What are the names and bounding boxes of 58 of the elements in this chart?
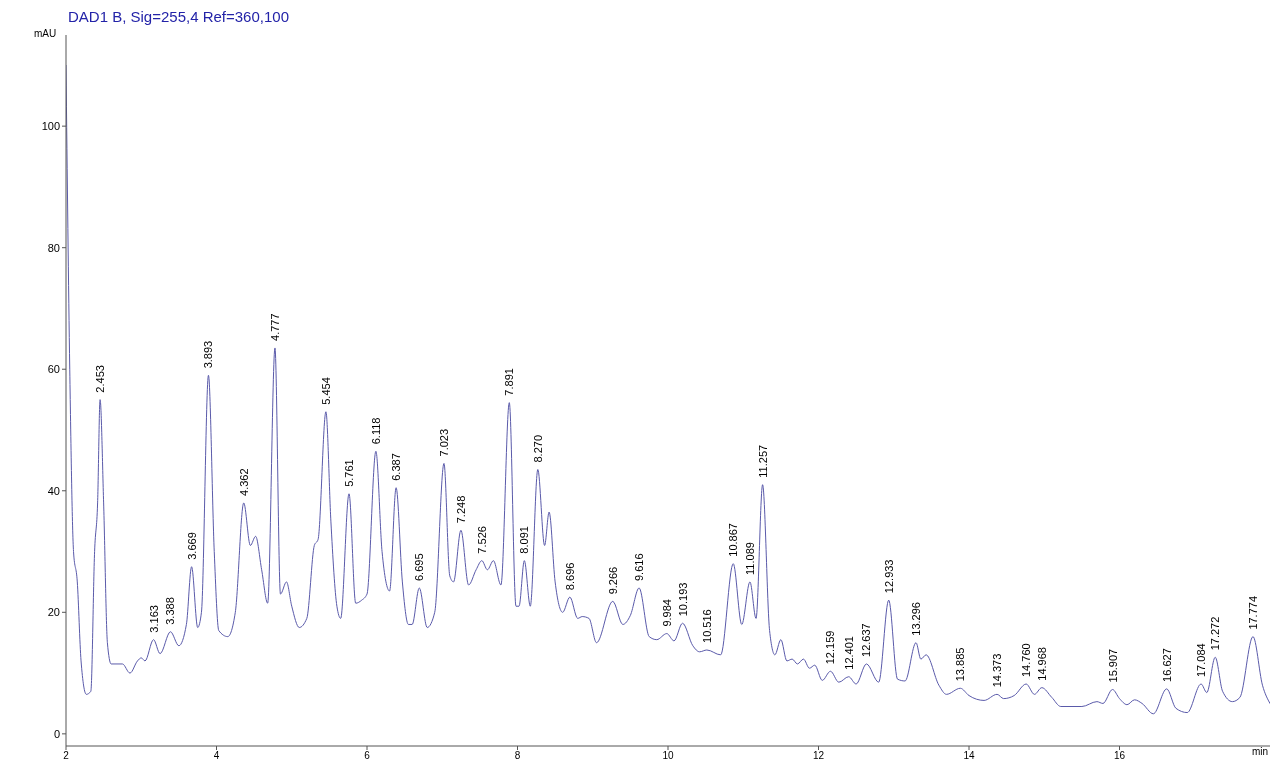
annotation: 7.526: [475, 526, 488, 554]
annotation: 17.774: [1246, 595, 1259, 630]
x-axis-title: min: [1251, 746, 1268, 757]
annotation: 14.373: [991, 653, 1004, 688]
x-tick-label: 8: [514, 750, 521, 762]
annotation: 14.760: [1020, 643, 1033, 678]
x-tick-label: 4: [213, 750, 220, 762]
annotation: 10.193: [676, 582, 689, 617]
x-tick-label: 6: [364, 750, 371, 762]
annotation: 8.270: [531, 434, 544, 463]
annotation: 9.984: [660, 599, 673, 627]
x-tick-label: 10: [662, 750, 674, 762]
y-tick-label: 20: [47, 606, 60, 619]
annotation: 12.159: [824, 630, 837, 665]
annotation: 17.272: [1209, 616, 1222, 651]
annotation: 3.669: [185, 532, 198, 560]
y-tick-label: 80: [47, 241, 60, 254]
annotation: 15.907: [1106, 648, 1119, 683]
annotation: 17.084: [1195, 643, 1208, 678]
annotation: 8.696: [563, 562, 576, 591]
annotation: 4.777: [268, 313, 281, 341]
annotation: 11.089: [743, 542, 756, 575]
annotation: 13.885: [954, 647, 967, 682]
annotation: 9.616: [633, 553, 646, 581]
y-tick-label: 0: [53, 727, 60, 740]
y-axis-title: mAU: [34, 28, 57, 39]
annotation: 12.401: [842, 636, 855, 670]
annotation: 6.695: [413, 553, 426, 581]
annotation: 10.516: [700, 609, 713, 643]
annotation: 6.118: [369, 417, 382, 445]
annotation: 3.163: [147, 605, 160, 633]
annotation: 14.968: [1035, 647, 1048, 681]
annotation: 5.454: [319, 377, 332, 405]
y-tick-label: 60: [47, 363, 60, 376]
annotation: 5.761: [343, 459, 356, 487]
annotation: 9.266: [606, 566, 619, 595]
annotation: 12.933: [882, 559, 895, 594]
x-tick-label: 14: [963, 750, 975, 762]
y-tick-label: 100: [41, 120, 60, 133]
annotation: 3.388: [164, 597, 177, 625]
annotation: 7.891: [503, 368, 516, 396]
annotation: 13.296: [910, 602, 923, 636]
x-tick-label: 12: [812, 750, 825, 762]
annotation: 11.257: [756, 444, 769, 478]
y-tick-label: 40: [47, 484, 60, 497]
annotation: 8.091: [518, 526, 531, 554]
annotation: 7.248: [454, 495, 467, 524]
x-tick-label: 2: [63, 750, 70, 762]
annotation: 7.023: [437, 428, 450, 457]
annotation: 3.893: [202, 340, 215, 369]
annotation: 2.453: [94, 365, 107, 393]
annotation: 12.637: [860, 623, 873, 657]
annotation: 10.867: [727, 523, 740, 557]
chart-title: DAD1 B, Sig=255,4 Ref=360,100: [68, 8, 289, 25]
annotation: 6.387: [390, 453, 403, 481]
annotation: 4.362: [237, 468, 250, 496]
x-tick-label: 16: [1113, 750, 1126, 762]
annotation: 16.627: [1160, 648, 1173, 682]
